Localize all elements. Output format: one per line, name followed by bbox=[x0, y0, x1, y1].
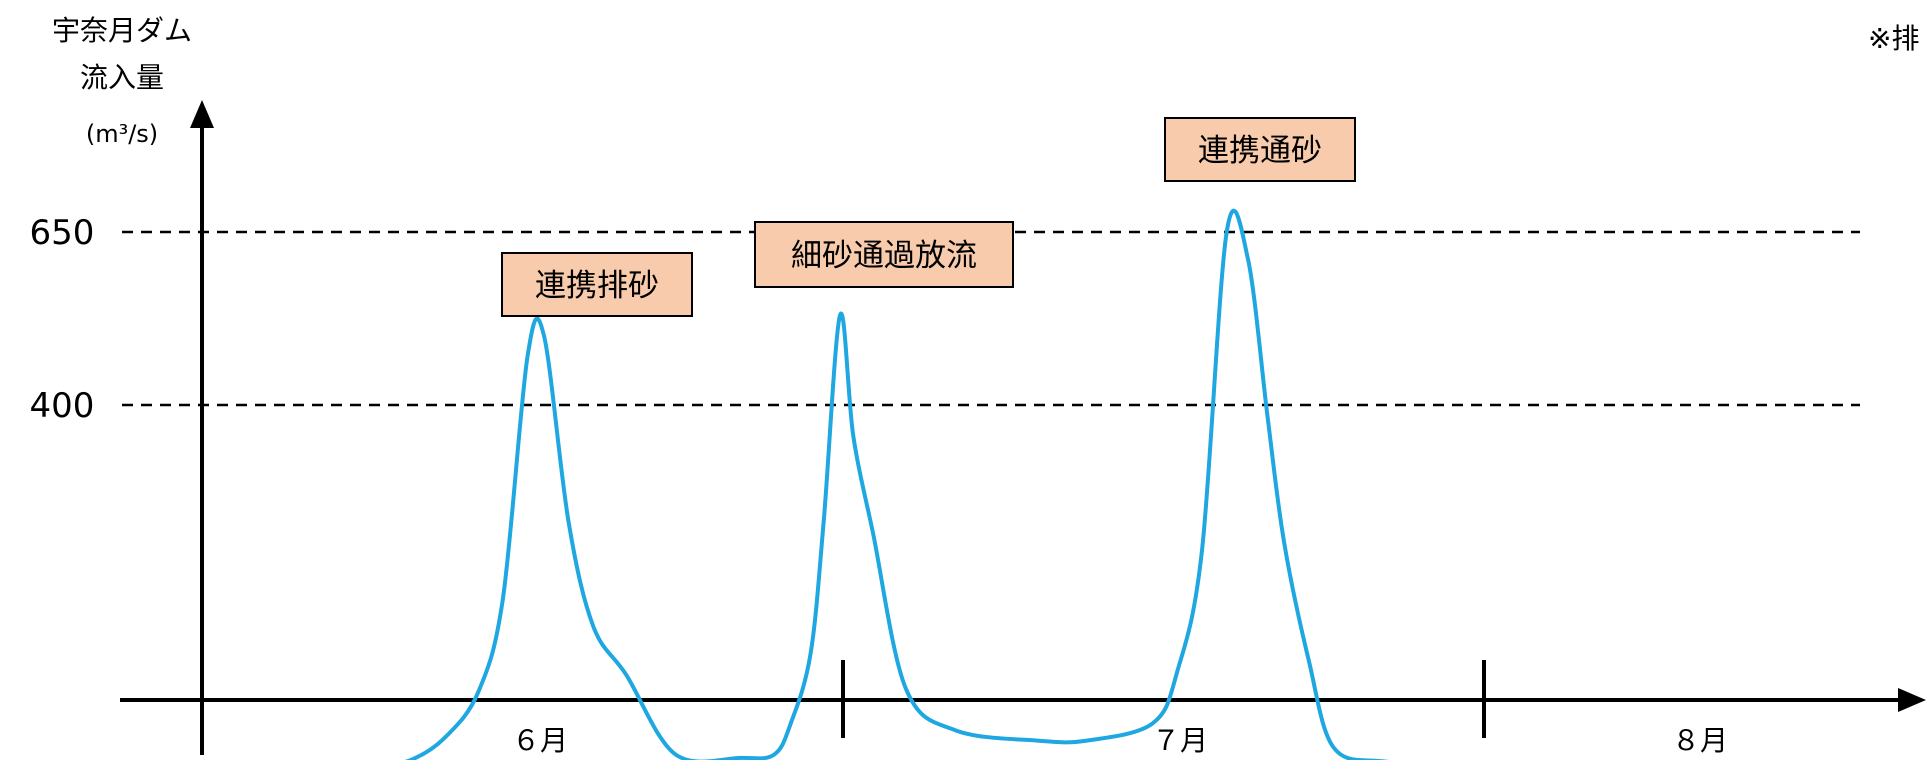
note-text: ※排 bbox=[1868, 22, 1919, 55]
annotation-box-3 bbox=[1164, 117, 1356, 182]
month-label-june: ６月 bbox=[512, 724, 568, 757]
annotation-box-1 bbox=[501, 252, 693, 317]
month-label-august: ８月 bbox=[1672, 724, 1728, 757]
y-tick-400: 400 bbox=[30, 386, 95, 426]
annotation-coordinated-sediment-passage: 連携通砂 bbox=[1164, 117, 1356, 182]
annotation-text-2: 細砂通過放流 bbox=[791, 238, 977, 274]
y-axis-arrow bbox=[190, 100, 214, 128]
annotation-coordinated-sediment-flushing: 連携排砂 bbox=[501, 252, 693, 317]
y-axis-title-line1: 宇奈月ダム bbox=[52, 14, 192, 47]
annotation-text-3: 連携通砂 bbox=[1198, 133, 1322, 169]
inflow-series-line bbox=[404, 208, 1389, 760]
annotation-fine-sediment-passage: 細砂通過放流 bbox=[754, 221, 1014, 288]
y-axis-unit: (m³/s) bbox=[86, 120, 158, 148]
annotation-box-2 bbox=[754, 221, 1014, 288]
x-axis-arrow bbox=[1898, 688, 1926, 712]
y-tick-650: 650 bbox=[30, 213, 95, 253]
month-label-july: ７月 bbox=[1152, 724, 1208, 757]
annotation-text-1: 連携排砂 bbox=[535, 268, 659, 304]
y-axis-title-line2: 流入量 bbox=[80, 61, 164, 94]
